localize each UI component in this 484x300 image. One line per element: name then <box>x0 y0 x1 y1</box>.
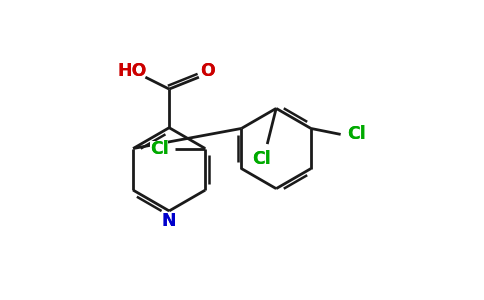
Text: Cl: Cl <box>150 140 168 158</box>
FancyBboxPatch shape <box>162 214 177 229</box>
Text: O: O <box>200 62 215 80</box>
FancyBboxPatch shape <box>348 127 366 142</box>
FancyBboxPatch shape <box>121 64 142 79</box>
Text: Cl: Cl <box>348 125 366 143</box>
Text: N: N <box>162 212 177 230</box>
Text: HO: HO <box>117 62 147 80</box>
Text: N: N <box>162 212 177 230</box>
Text: Cl: Cl <box>150 140 168 158</box>
Text: Cl: Cl <box>252 150 271 168</box>
Text: Cl: Cl <box>348 125 366 143</box>
FancyBboxPatch shape <box>252 152 270 166</box>
Text: O: O <box>200 62 215 80</box>
Text: HO: HO <box>117 62 147 80</box>
Text: Cl: Cl <box>252 150 271 168</box>
FancyBboxPatch shape <box>150 141 168 156</box>
FancyBboxPatch shape <box>202 64 214 79</box>
